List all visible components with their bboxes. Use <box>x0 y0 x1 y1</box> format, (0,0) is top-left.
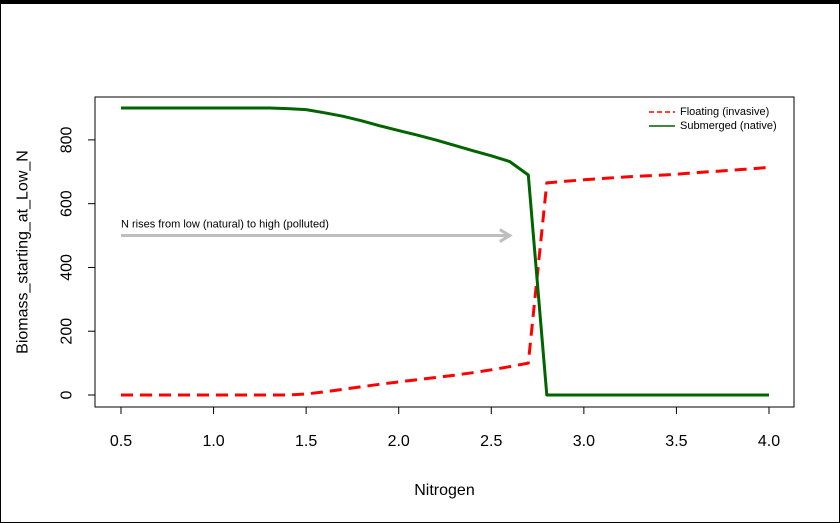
legend-label: Floating (invasive) <box>680 106 769 118</box>
y-tick-label: 800 <box>59 126 76 153</box>
x-tick-label: 0.5 <box>110 433 132 450</box>
y-axis-title: Biomass_starting_at_Low_N <box>15 150 32 354</box>
annotations: N rises from low (natural) to high (poll… <box>121 219 513 243</box>
legend: Floating (invasive) Submerged (native) <box>649 106 777 132</box>
x-tick-label: 1.0 <box>202 433 224 450</box>
x-tick-label: 3.0 <box>573 433 595 450</box>
x-axis: 0.5 1.0 1.5 2.0 2.5 3.0 3.5 4.0 <box>110 406 780 450</box>
y-tick-label: 600 <box>59 190 76 217</box>
series-layer <box>121 106 770 397</box>
annotation-text: N rises from low (natural) to high (poll… <box>121 219 329 231</box>
y-axis: 0 200 400 600 800 <box>59 126 96 399</box>
annotation-arrowhead <box>499 228 513 243</box>
x-tick-label: 3.5 <box>665 433 687 450</box>
window-top-border <box>1 1 839 4</box>
y-tick-label: 0 <box>59 390 76 399</box>
x-tick-label: 2.0 <box>388 433 410 450</box>
x-tick-label: 2.5 <box>480 433 502 450</box>
y-tick-label: 400 <box>59 254 76 281</box>
series-line-submerged-native <box>121 106 769 397</box>
series-line-floating-invasive <box>121 165 770 397</box>
x-axis-title: Nitrogen <box>414 482 474 499</box>
y-tick-label: 200 <box>59 318 76 345</box>
x-tick-label: 1.5 <box>295 433 317 450</box>
legend-label: Submerged (native) <box>680 120 777 132</box>
x-tick-label: 4.0 <box>758 433 780 450</box>
